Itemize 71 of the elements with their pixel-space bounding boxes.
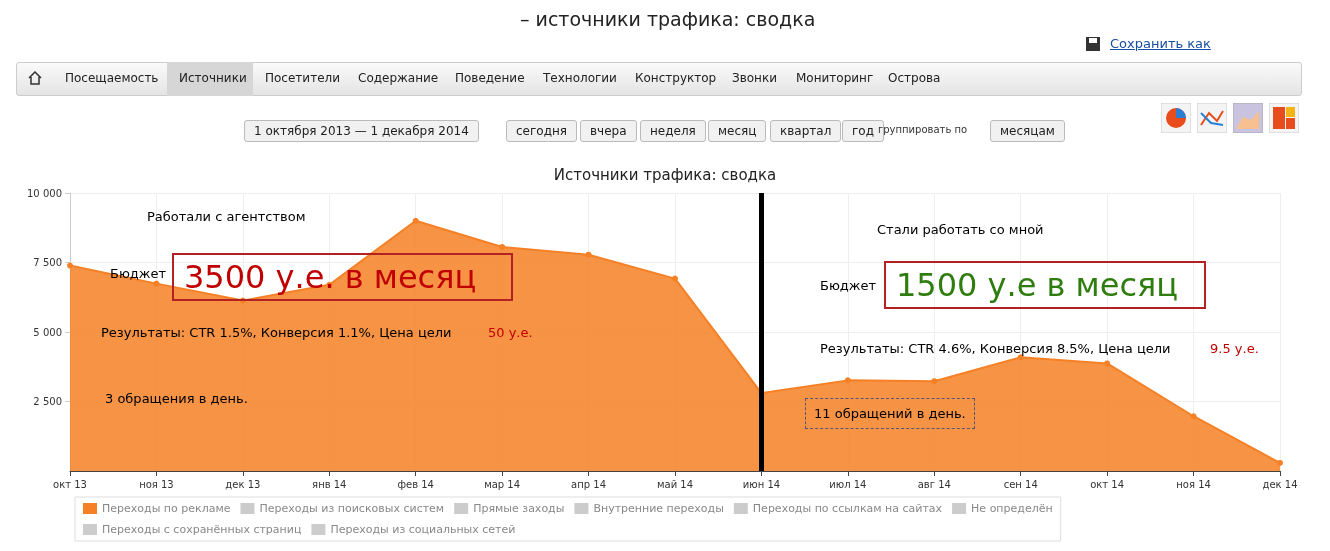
text: вчера [580,120,637,142]
x-tick-label: янв 14 [312,478,347,490]
legend-label: Переходы с сохранённых страниц [102,523,302,536]
legend-label: Прямые заходы [473,502,565,515]
text: группировать по [878,124,968,135]
y-tick-label: 5 000 [33,326,62,338]
x-tick-label: июл 14 [829,478,867,490]
y-tick-label: 7 500 [33,257,62,268]
legend-label: Переходы по ссылкам на сайтах [752,502,943,515]
x-tick-label: окт 14 [1090,478,1125,490]
legend-label: Внутренние переходы [593,502,724,515]
x-tick-label: ноя 14 [1176,478,1211,490]
text: Технологии [543,71,617,85]
x-tick-label: июн 14 [742,478,781,490]
x-tick-label: авг 14 [917,478,951,490]
point [931,378,938,385]
legend-label: Переходы из поисковых систем [259,502,445,515]
annotation: 50 у.е. [488,325,533,340]
annotation: Результаты: CTR 4.6%, Конверсия 8.5%, Цена цели [820,341,1171,356]
x-tick-label: фев 14 [397,478,434,490]
text: Конструктор [635,71,717,85]
x-tick-label: дек 14 [1262,478,1298,490]
x-tick-label: май 14 [656,478,694,490]
annotation: 3 обращения в день. [105,391,248,406]
text: месяц [708,120,767,142]
point [1190,413,1197,420]
annotation: Результаты: CTR 1.5%, Конверсия 1.1%, Цена цели [101,325,452,340]
point [1277,459,1283,466]
text: сегодня [506,120,577,142]
text: квартал [770,120,842,142]
point [67,262,73,269]
point [153,280,160,287]
x-tick-label: окт 13 [53,478,87,490]
text: – источники трафика: сводка [520,8,816,30]
point [499,243,506,250]
annotation: Стали работать со мной [877,222,1044,237]
y-tick-label: 10 000 [27,187,62,199]
y-tick-label: 2 500 [33,396,62,407]
annotation: Бюджет [820,278,877,293]
text: год [852,124,874,138]
text: неделя [640,120,706,142]
x-tick-label: мар 14 [484,478,521,490]
x-tick-label: дек 13 [225,478,261,490]
x-tick-label: ноя 13 [139,478,174,490]
annotation: 9.5 у.е. [1210,341,1259,356]
annotation: 1500 у.е в месяц [884,261,1206,309]
x-tick-label: апр 14 [571,478,607,490]
annotation: 11 обращений в день. [805,398,975,429]
annotation: Работали с агентством [147,209,306,224]
chart-title: Источники трафика: сводка [553,165,777,184]
legend-label: Переходы по рекламе [102,502,231,515]
text: Острова [888,71,941,85]
point [672,275,678,282]
text: месяцам [990,120,1065,142]
text: Посещаемость [65,71,159,85]
text: Звонки [732,71,777,85]
text: Поведение [455,71,525,85]
point [1104,360,1111,367]
text: 1 октября 2013 — 1 декабря 2014 [244,120,479,142]
point [412,217,419,224]
x-tick-label: сен 14 [1003,478,1038,490]
point [844,377,851,384]
text: Источники [179,71,247,85]
text: Содержание [358,71,439,85]
text: Сохранить как [1110,36,1211,51]
text: Посетители [265,71,340,85]
annotation: Бюджет [110,266,167,281]
text: Мониторинг [796,71,874,85]
legend-label: Переходы из социальных сетей [330,523,516,536]
annotation: 3500 у.е. в месяц [172,253,513,301]
legend-label: Не определён [971,502,1053,515]
